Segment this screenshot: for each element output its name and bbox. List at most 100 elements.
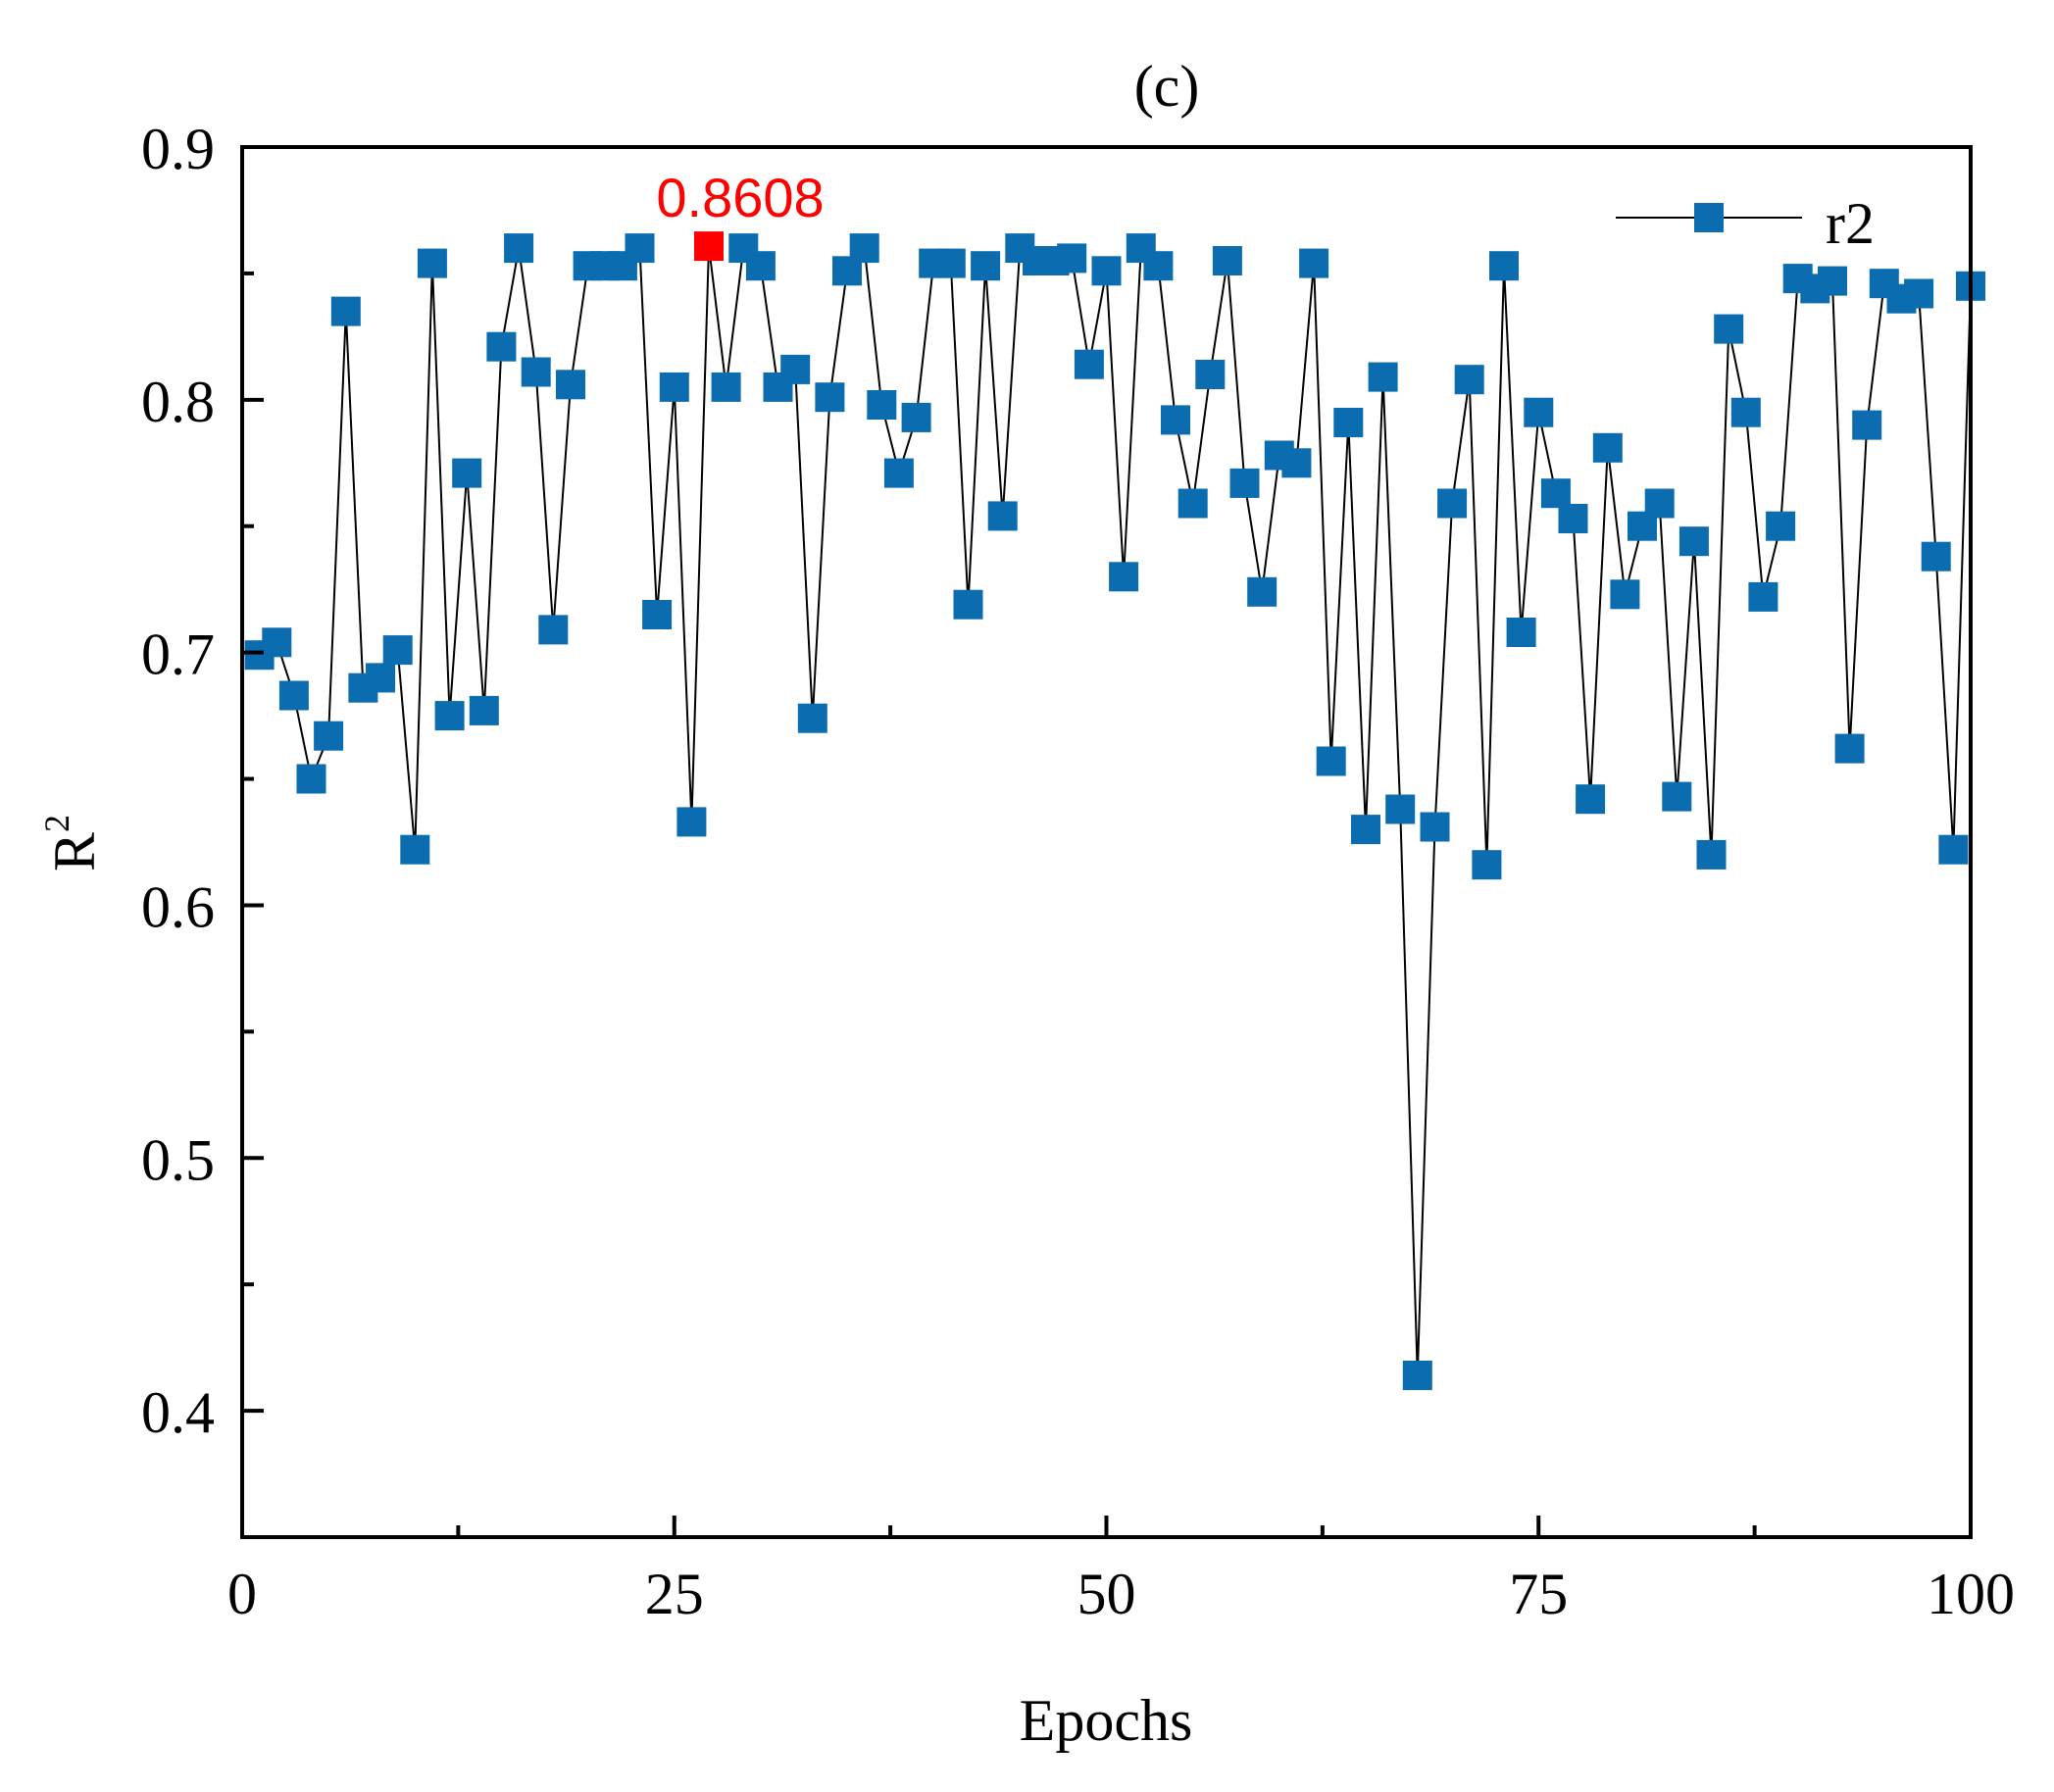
data-point (556, 370, 585, 400)
data-point (1748, 581, 1778, 612)
data-point (1489, 251, 1519, 281)
series-line-r2 (259, 245, 1972, 1376)
data-point (1368, 362, 1398, 392)
data-point (901, 402, 931, 432)
data-point (1818, 266, 1847, 296)
y-tick-label: 0.7 (141, 622, 215, 687)
data-point (1109, 562, 1139, 592)
legend-label: r2 (1826, 191, 1875, 256)
best-data-point (694, 231, 724, 262)
data-point (1091, 256, 1122, 286)
data-point (745, 251, 776, 281)
data-point (987, 501, 1018, 531)
data-point (1766, 511, 1796, 541)
data-point (1678, 526, 1709, 557)
data-point (1177, 488, 1208, 519)
data-point (815, 382, 845, 413)
data-point (1229, 468, 1260, 498)
plot-marks (244, 231, 1985, 1390)
x-axis: 0 25 50 75 100 (227, 1516, 2015, 1626)
data-point (849, 233, 879, 264)
data-point (1057, 243, 1087, 274)
data-point (1161, 405, 1190, 435)
legend-marker (1694, 203, 1724, 232)
chart-title: (c) (1134, 54, 1200, 119)
y-tick-label: 0.4 (141, 1380, 215, 1445)
data-point (1904, 278, 1934, 309)
data-point (366, 663, 395, 693)
data-point (1696, 839, 1727, 870)
data-point (1351, 815, 1380, 845)
data-point (1074, 349, 1104, 379)
data-point (1592, 432, 1623, 463)
data-point (486, 331, 517, 362)
data-point (935, 248, 966, 278)
x-tick-label: 100 (1927, 1562, 2015, 1626)
data-point (642, 600, 673, 629)
data-point (504, 233, 534, 264)
data-point (469, 695, 499, 725)
data-point (1143, 251, 1174, 281)
y-tick-label: 0.9 (141, 117, 215, 181)
data-point (1333, 408, 1364, 437)
data-point (1576, 784, 1606, 815)
data-point (1299, 248, 1329, 278)
data-point (1852, 410, 1882, 440)
data-point (797, 703, 827, 733)
data-point (382, 635, 413, 666)
data-point (1472, 850, 1502, 880)
data-point (452, 458, 482, 488)
data-point (1921, 541, 1951, 572)
data-point (676, 807, 707, 837)
data-point (1714, 314, 1744, 344)
data-point (659, 372, 689, 402)
data-point (1730, 397, 1761, 427)
data-point (1524, 397, 1554, 427)
data-point (1610, 579, 1640, 610)
data-point (625, 233, 655, 264)
data-point (1316, 746, 1346, 776)
x-tick-label: 50 (1077, 1562, 1136, 1626)
data-point (1212, 246, 1242, 275)
data-point (1454, 365, 1484, 395)
data-point (1437, 488, 1468, 519)
data-point (711, 372, 741, 402)
y-tick-label: 0.8 (141, 370, 215, 434)
data-point (1195, 360, 1226, 389)
y-axis-label: R2 (37, 815, 107, 871)
y-axis-label-superscript: 2 (37, 815, 76, 832)
x-axis-label: Epochs (1020, 1688, 1193, 1753)
data-point (1644, 488, 1675, 519)
data-point (1938, 834, 1969, 865)
legend: r2 (1616, 191, 1875, 256)
data-point (1506, 618, 1536, 647)
data-point (400, 834, 430, 865)
data-point (1662, 781, 1692, 812)
data-point (971, 251, 1001, 281)
data-point (1247, 576, 1277, 607)
data-point (296, 764, 326, 794)
data-point (1402, 1361, 1432, 1390)
y-axis: 0.4 0.5 0.6 0.7 0.8 0.9 (141, 117, 264, 1445)
data-point (1420, 812, 1450, 842)
data-point (1540, 478, 1571, 509)
data-point (953, 589, 983, 620)
data-point (262, 627, 292, 658)
data-point (314, 721, 344, 751)
data-point (867, 390, 897, 420)
data-point (1281, 448, 1312, 478)
y-tick-label: 0.6 (141, 874, 215, 939)
data-point (1834, 733, 1865, 764)
data-point (883, 458, 914, 488)
data-point (521, 357, 551, 387)
y-axis-label-base: R (42, 832, 107, 871)
x-tick-label: 25 (645, 1562, 704, 1626)
data-point (434, 701, 465, 731)
data-point (538, 615, 569, 645)
data-point (780, 354, 811, 384)
data-point (330, 296, 361, 326)
best-value-annotation: 0.8608 (656, 167, 824, 228)
data-point (1558, 504, 1588, 533)
data-point (417, 248, 447, 278)
